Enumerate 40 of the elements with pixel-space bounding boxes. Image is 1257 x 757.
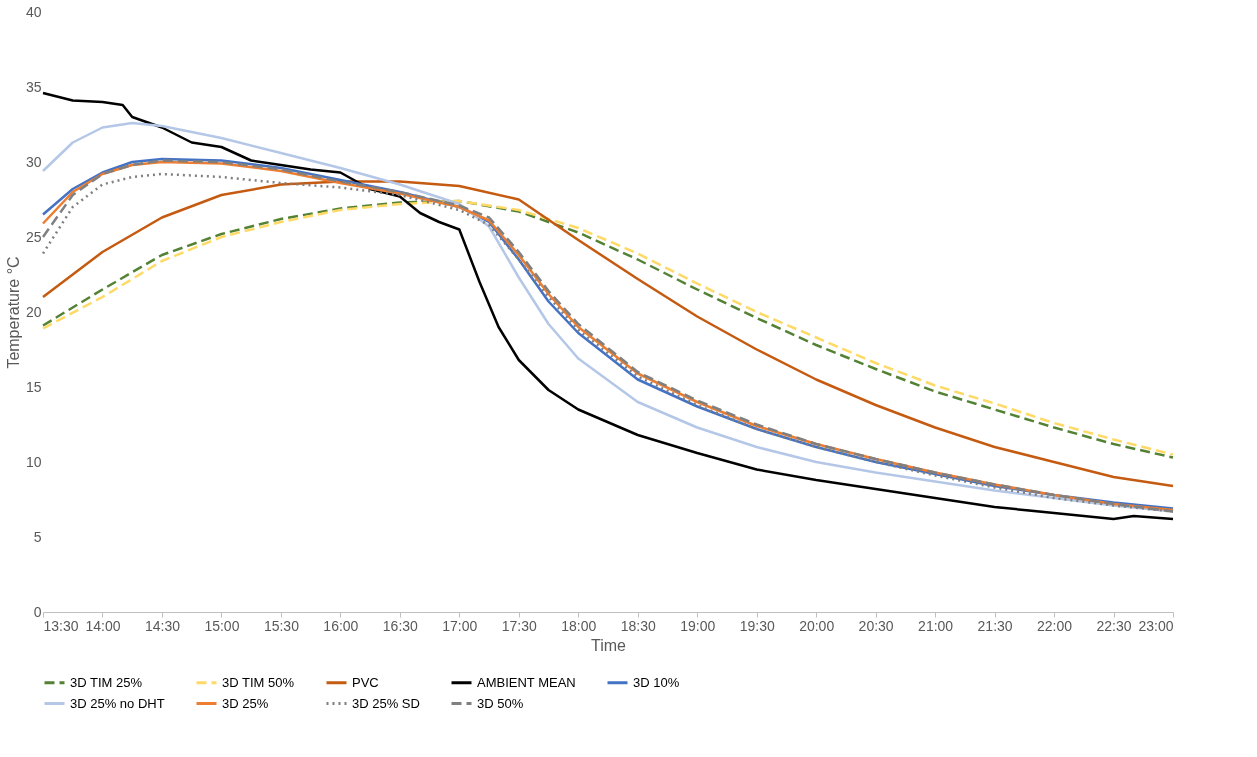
legend-label: 3D 25% — [222, 695, 269, 711]
x-tick-label: 16:00 — [323, 617, 359, 634]
y-tick-label: 30 — [25, 153, 42, 170]
legend-label: 3D 25% no DHT — [70, 695, 165, 711]
legend-label: 3D 25% SD — [352, 695, 420, 711]
x-tick-label: 19:30 — [739, 617, 775, 634]
legend-label: 3D TIM 50% — [222, 674, 295, 690]
x-tick-label: 19:00 — [680, 617, 716, 634]
x-tick-label: 22:30 — [1096, 617, 1132, 634]
x-tick-label: 21:00 — [918, 617, 954, 634]
y-tick-label: 5 — [33, 528, 42, 545]
legend-label: PVC — [352, 674, 379, 690]
x-tick-label: 17:00 — [442, 617, 478, 634]
y-tick-label: 20 — [25, 303, 42, 320]
y-axis-title: Temperature °C — [4, 256, 22, 369]
legend-label: 3D 10% — [633, 674, 680, 690]
x-tick-label: 21:30 — [977, 617, 1013, 634]
x-tick-label: 16:30 — [382, 617, 419, 634]
legend-label: 3D TIM 25% — [70, 674, 143, 690]
x-tick-label: 14:00 — [85, 617, 121, 634]
y-tick-label: 35 — [25, 78, 42, 95]
x-tick-label: 18:00 — [561, 617, 597, 634]
y-tick-label: 10 — [25, 453, 42, 470]
y-tick-label: 40 — [25, 3, 42, 20]
x-tick-label: 20:00 — [799, 617, 835, 634]
x-axis-title: Time — [591, 636, 627, 654]
y-tick-label: 0 — [33, 603, 42, 620]
legend-label: AMBIENT MEAN — [477, 674, 576, 690]
x-tick-label: 13:30 — [43, 617, 79, 634]
x-tick-label: 17:30 — [501, 617, 538, 634]
legend-label: 3D 50% — [477, 695, 524, 711]
x-tick-label: 14:30 — [144, 617, 181, 634]
y-tick-label: 25 — [25, 228, 42, 245]
x-tick-label: 15:30 — [263, 617, 300, 634]
x-tick-label: 22:00 — [1037, 617, 1073, 634]
x-tick-label: 23:00 — [1138, 617, 1174, 634]
x-tick-label: 20:30 — [858, 617, 894, 634]
x-tick-label: 18:30 — [620, 617, 656, 634]
y-tick-label: 15 — [25, 378, 42, 395]
x-tick-label: 15:00 — [204, 617, 240, 634]
